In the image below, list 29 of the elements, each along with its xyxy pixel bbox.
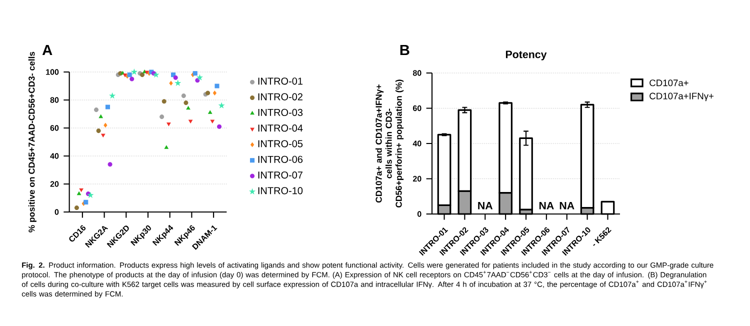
legend-label: CD107a+IFNγ+ — [650, 92, 714, 102]
y-tick-label: 60 — [412, 105, 422, 112]
legend-label: CD107a+ — [650, 80, 688, 86]
y-tick-label: 40 — [412, 140, 422, 146]
text: NA — [560, 202, 574, 210]
legend-label: INTRO-03 — [258, 108, 303, 116]
text: B — [400, 44, 410, 56]
y-tick-label: 80 — [412, 70, 422, 76]
chart-title: A — [42, 44, 52, 56]
y-tick-label: 0 — [417, 211, 422, 217]
legend-label: INTRO-07 — [258, 171, 302, 179]
y-tick-label: 0 — [54, 209, 59, 215]
text: NA — [478, 202, 493, 210]
y-tick-label: 20 — [412, 176, 422, 182]
legend-label: INTRO-05 — [258, 140, 303, 148]
y-tick-label: 40 — [50, 153, 59, 159]
y-axis-title: % positive on CD45+7AAD-CD56+CD3- cells — [28, 52, 36, 232]
y-tick-label: 80 — [50, 97, 59, 103]
legend-label: INTRO-02 — [258, 93, 302, 100]
legend-label: INTRO-06 — [258, 156, 303, 163]
legend-label: INTRO-01 — [258, 78, 302, 85]
chart-title: Potency — [506, 50, 547, 60]
text: NA — [539, 202, 554, 210]
y-axis-title: CD107a+ and CD107a+IFNγ+ cells within CD3-CD56+perforin+ population (%) — [375, 80, 404, 208]
y-tick-label: 20 — [50, 181, 59, 187]
legend-label: INTRO-04 — [258, 124, 303, 132]
y-tick-label: 100 — [46, 69, 59, 75]
y-tick-label: 60 — [50, 125, 59, 131]
legend-label: INTRO-10 — [258, 187, 303, 194]
